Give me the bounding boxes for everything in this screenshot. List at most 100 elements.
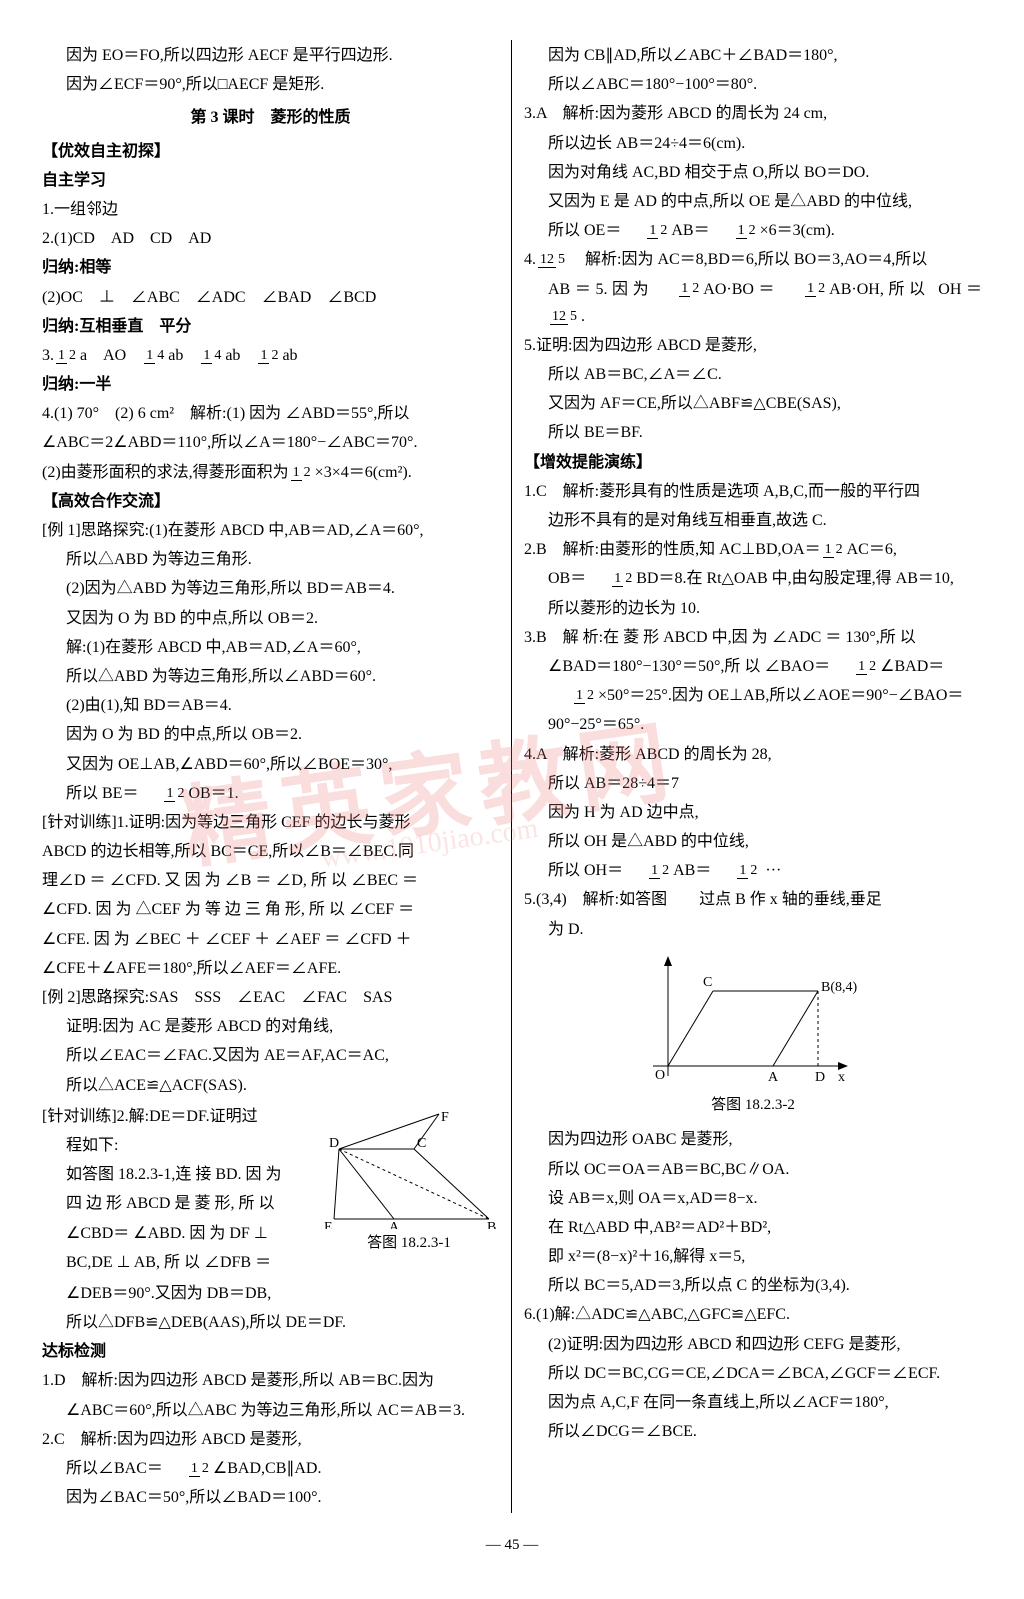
- text-line: 所以 OC＝OA＝AB＝BC,BC∥OA.: [524, 1156, 982, 1183]
- text-line: 因为∠ECF＝90°,所以□AECF 是矩形.: [42, 71, 499, 98]
- section-heading: 【高效合作交流】: [42, 488, 499, 515]
- svg-text:A: A: [389, 1220, 400, 1229]
- text-line: 2.C 解析:因为四边形 ABCD 是菱形,: [42, 1426, 499, 1453]
- text-line: 归纳:相等: [42, 254, 499, 281]
- text-line: 2.(1)CD AD CD AD: [42, 225, 499, 252]
- text-line: 所以 BC＝5,AD＝3,所以点 C 的坐标为(3,4).: [524, 1272, 982, 1299]
- text-line: 3.A 解析:因为菱形 ABCD 的周长为 24 cm,: [524, 100, 982, 127]
- page-number-value: 45: [505, 1537, 520, 1553]
- figure-1: F D C E A B 答图 18.2.3-1: [319, 1109, 499, 1257]
- fraction: 12: [823, 543, 845, 558]
- denominator: 5: [568, 309, 579, 324]
- text-line: 边形不具有的是对角线互相垂直,故选 C.: [524, 507, 982, 534]
- numerator: 12: [538, 252, 556, 268]
- text-line: 所以∠EAC＝∠FAC.又因为 AE＝AF,AC＝AC,: [42, 1042, 499, 1069]
- text-line: 因为点 A,C,F 在同一条直线上,所以∠ACF＝180°,: [524, 1389, 982, 1416]
- text-line: ∠DEB＝90°.又因为 DB＝DB,: [42, 1280, 499, 1307]
- text-line: 因为对角线 AC,BD 相交于点 O,所以 BO＝DO.: [524, 159, 982, 186]
- fraction: 12: [655, 282, 701, 297]
- text-line: 所以 AB＝28÷4＝7: [524, 770, 982, 797]
- text-line: 所以∠DCG＝∠BCE.: [524, 1418, 982, 1445]
- text-line: ∠CFE＋∠AFE＝180°,所以∠AEF＝∠AFE.: [42, 955, 499, 982]
- label: ∠BAD＝180°−130°＝50°,所 以 ∠BAO＝: [548, 658, 830, 675]
- svg-text:D: D: [815, 1070, 825, 1085]
- label: ab: [225, 347, 256, 364]
- text-line: 为 D.: [524, 916, 982, 943]
- text-line: [例 2]思路探究:SAS SSS ∠EAC ∠FAC SAS: [42, 984, 499, 1011]
- label: AB＝: [671, 222, 709, 239]
- label: 所以 BE＝: [66, 785, 138, 802]
- text-line: 4.(1) 70° (2) 6 cm² 解析:(1) 因为 ∠ABD＝55°,所…: [42, 400, 499, 427]
- label: AC＝6,: [847, 541, 897, 558]
- text-line: 1.一组邻边: [42, 196, 499, 223]
- svg-text:C: C: [703, 975, 712, 990]
- fraction: 12: [623, 224, 669, 239]
- label: 所以∠BAC＝: [66, 1460, 163, 1477]
- text-line: 所以∠ABC＝180°−100°＝80°.: [524, 71, 982, 98]
- coordinate-diagram-icon: O A D x C B(8,4): [643, 951, 863, 1091]
- text-line: 1.D 解析:因为四边形 ABCD 是菱形,所以 AB＝BC.因为: [42, 1367, 499, 1394]
- label: AB＝5.因为: [548, 281, 653, 298]
- svg-text:O: O: [655, 1068, 665, 1083]
- label: 所以 OE＝: [548, 222, 621, 239]
- geometry-diagram-icon: F D C E A B: [319, 1109, 499, 1229]
- text-line: 程如下:: [42, 1132, 319, 1159]
- text-line: 四 边 形 ABCD 是 菱 形, 所 以: [42, 1190, 319, 1217]
- text-line: 12×50°＝25°.因为 OE⊥AB,所以∠AOE＝90°−∠BAO＝: [524, 682, 982, 709]
- text-line: (2)OC ⊥ ∠ABC ∠ADC ∠BAD ∠BCD: [42, 284, 499, 311]
- text-line: AB＝5.因为12AO·BO＝12AB·OH,所以 OH＝125.: [524, 276, 982, 330]
- text-line: 因为∠BAC＝50°,所以∠BAD＝100°.: [42, 1484, 499, 1511]
- label: ∠BAD,CB∥AD.: [213, 1460, 322, 1477]
- svg-text:D: D: [329, 1136, 339, 1151]
- svg-text:x: x: [838, 1070, 845, 1085]
- svg-text:F: F: [441, 1110, 449, 1125]
- label: AO·BO＝: [703, 281, 779, 298]
- fraction: 12: [165, 1462, 211, 1477]
- text-line: BC,DE ⊥ AB, 所 以 ∠DFB ＝: [42, 1249, 319, 1276]
- figure-caption: 答图 18.2.3-1: [319, 1231, 499, 1257]
- fraction: 12: [713, 864, 759, 879]
- text-line: 6.(1)解:△ADC≌△ABC,△GFC≌△EFC.: [524, 1301, 982, 1328]
- fraction: 12: [550, 689, 596, 704]
- text-line: 所以△DFB≌△DEB(AAS),所以 DE＝DF.: [42, 1309, 499, 1336]
- text-line: [针对训练]2.解:DE＝DF.证明过: [42, 1103, 319, 1130]
- text-line: ∠CFD. 因 为 △CEF 为 等 边 三 角 形, 所 以 ∠CEF ＝: [42, 896, 499, 923]
- svg-text:B: B: [487, 1220, 496, 1229]
- text-line: ∠ABC＝2∠ABD＝110°,所以∠A＝180°−∠ABC＝70°.: [42, 429, 499, 456]
- text-line: 90°−25°＝65°.: [524, 711, 982, 738]
- text-line: ∠BAD＝180°−130°＝50°,所 以 ∠BAO＝12∠BAD＝: [524, 653, 982, 680]
- fraction: 12: [625, 864, 671, 879]
- label: OB＝1.: [188, 785, 238, 802]
- text-line: 又因为 OE⊥AB,∠ABD＝60°,所以∠BOE＝30°,: [42, 751, 499, 778]
- sub-heading: 达标检测: [42, 1338, 499, 1365]
- page-number: — 45 —: [30, 1533, 994, 1559]
- text-line: 即 x²＝(8−x)²＋16,解得 x＝5,: [524, 1243, 982, 1270]
- fraction: 14: [201, 349, 223, 364]
- fraction: 14: [144, 349, 166, 364]
- label: OB＝: [548, 570, 586, 587]
- text-line: [例 1]思路探究:(1)在菱形 ABCD 中,AB＝AD,∠A＝60°,: [42, 517, 499, 544]
- text-line: 解:(1)在菱形 ABCD 中,AB＝AD,∠A＝60°,: [42, 634, 499, 661]
- text-with-figure: [针对训练]2.解:DE＝DF.证明过 程如下: 如答图 18.2.3-1,连 …: [42, 1101, 499, 1278]
- text-line: [针对训练]1.证明:因为等边三角形 CEF 的边长与菱形: [42, 809, 499, 836]
- fraction: 12: [588, 572, 634, 587]
- label: ×6＝3(cm).: [760, 222, 835, 239]
- section-heading: 【优效自主初探】: [42, 138, 499, 165]
- text-line: ∠CBD＝ ∠ABD. 因 为 DF ⊥: [42, 1220, 319, 1247]
- label: ×3×4＝6(cm²).: [315, 464, 412, 481]
- fraction: 12: [832, 660, 878, 675]
- svg-text:A: A: [768, 1070, 779, 1085]
- text-line: 又因为 AF＝CE,所以△ABF≌△CBE(SAS),: [524, 390, 982, 417]
- text-line: ∠CFE. 因 为 ∠BEC ＋ ∠CEF ＋ ∠AEF ＝ ∠CFD ＋: [42, 926, 499, 953]
- svg-text:B(8,4): B(8,4): [821, 980, 858, 995]
- text-line: 5.(3,4) 解析:如答图 过点 B 作 x 轴的垂线,垂足: [524, 886, 982, 913]
- text-line: 如答图 18.2.3-1,连 接 BD. 因 为: [42, 1161, 319, 1188]
- label: 3.: [42, 347, 54, 364]
- text-line: 4.125 解析:因为 AC＝8,BD＝6,所以 BO＝3,AO＝4,所以: [524, 246, 982, 273]
- text-line: 5.证明:因为四边形 ABCD 是菱形,: [524, 332, 982, 359]
- text-line: 设 AB＝x,则 OA＝x,AD＝8−x.: [524, 1185, 982, 1212]
- label: ab: [282, 347, 297, 364]
- fraction: 12: [781, 282, 827, 297]
- figure-caption: 答图 18.2.3-2: [524, 1093, 982, 1119]
- text-line: 在 Rt△ABD 中,AB²＝AD²＋BD²,: [524, 1214, 982, 1241]
